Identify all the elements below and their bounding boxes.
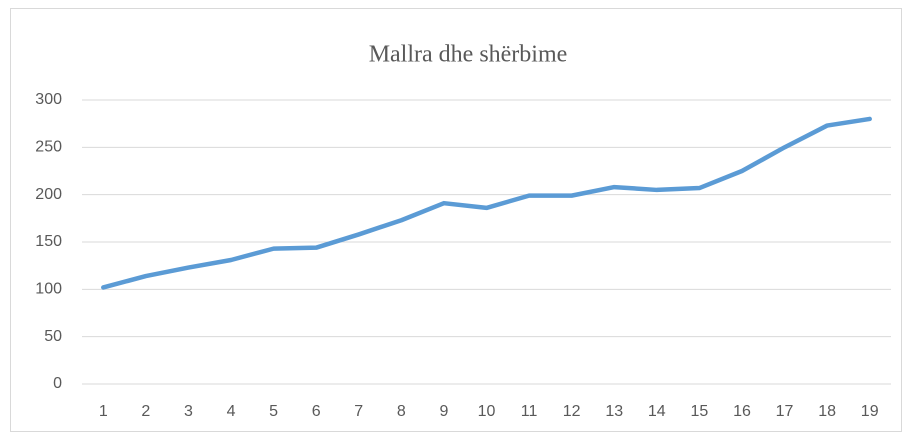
x-tick-label: 13 — [605, 403, 623, 420]
y-tick-label: 0 — [53, 375, 62, 392]
x-tick-label: 5 — [269, 403, 278, 420]
x-tick-label: 10 — [478, 403, 496, 420]
x-tick-label: 19 — [861, 403, 879, 420]
x-tick-label: 2 — [141, 403, 150, 420]
x-tick-label: 6 — [312, 403, 321, 420]
y-tick-label: 300 — [35, 91, 62, 108]
x-tick-label: 9 — [439, 403, 448, 420]
y-tick-label: 250 — [35, 139, 62, 156]
y-tick-label: 50 — [44, 328, 62, 345]
x-tick-label: 15 — [690, 403, 708, 420]
x-tick-label: 14 — [648, 403, 666, 420]
x-tick-label: 8 — [397, 403, 406, 420]
chart-frame — [10, 8, 902, 432]
y-tick-label: 200 — [35, 186, 62, 203]
x-tick-label: 16 — [733, 403, 751, 420]
y-tick-label: 100 — [35, 281, 62, 298]
x-tick-label: 18 — [818, 403, 836, 420]
x-tick-label: 11 — [521, 403, 538, 420]
x-tick-label: 12 — [563, 403, 581, 420]
x-tick-label: 3 — [184, 403, 193, 420]
line-series — [101, 116, 872, 290]
x-tick-label: 4 — [227, 403, 236, 420]
chart-title: Mallra dhe shërbime — [369, 42, 568, 68]
x-tick-label: 1 — [99, 403, 108, 420]
x-tick-label: 17 — [776, 403, 794, 420]
x-tick-label: 7 — [354, 403, 363, 420]
y-tick-label: 150 — [35, 233, 62, 250]
